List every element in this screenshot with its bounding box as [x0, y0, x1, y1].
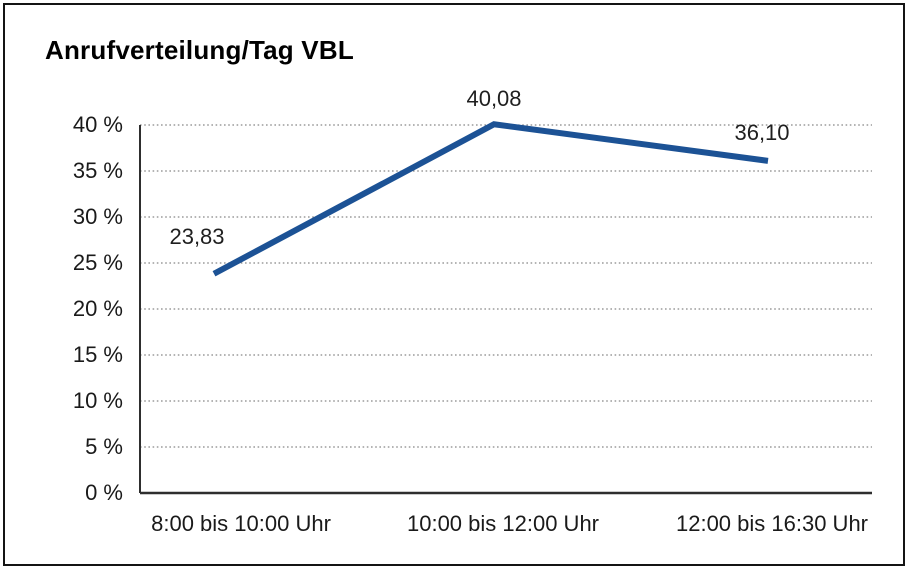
- y-axis-label: 25 %: [72, 250, 123, 275]
- y-axis-label: 10 %: [72, 388, 123, 413]
- x-axis-label: 8:00 bis 10:00 Uhr: [151, 511, 331, 536]
- data-point-label: 23,83: [169, 223, 225, 249]
- data-line: [212, 121, 769, 277]
- chart-title: Anrufverteilung/Tag VBL: [45, 35, 354, 65]
- y-axis-label: 30 %: [72, 204, 123, 229]
- y-axis-label: 20 %: [72, 296, 123, 321]
- y-axis-label: 40 %: [72, 112, 123, 137]
- x-axis-label: 12:00 bis 16:30 Uhr: [675, 511, 869, 536]
- x-axis-label: 10:00 bis 12:00 Uhr: [406, 511, 600, 536]
- chart-border-frame: Anrufverteilung/Tag VBL: [3, 3, 905, 566]
- y-axis-label: 35 %: [72, 158, 123, 183]
- data-point-label: 36,10: [734, 119, 790, 145]
- y-axis-label: 0 %: [85, 480, 123, 505]
- y-axis-label: 15 %: [72, 342, 123, 367]
- data-point-label: 40,08: [466, 86, 522, 112]
- y-axis-label: 5 %: [85, 434, 123, 459]
